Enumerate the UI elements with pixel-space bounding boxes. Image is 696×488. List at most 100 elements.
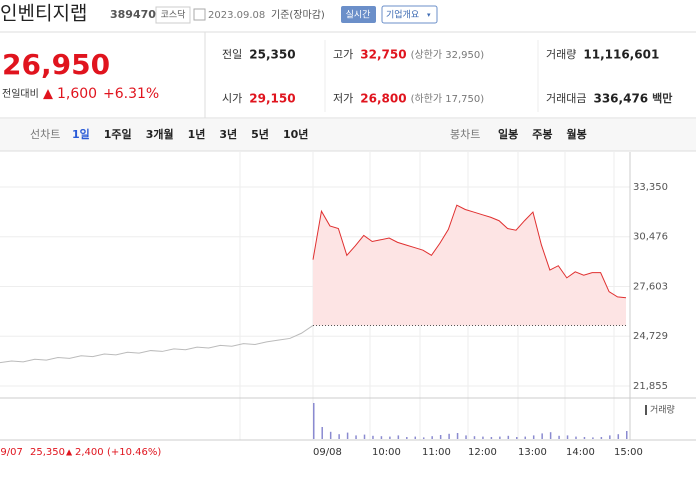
period-tab[interactable]: 1일 bbox=[72, 127, 90, 141]
y-tick-label: 27,603 bbox=[633, 281, 668, 292]
today-line bbox=[312, 204, 627, 299]
up-icon: ▲ bbox=[66, 448, 73, 457]
overview-button[interactable] bbox=[381, 5, 438, 24]
today-area bbox=[313, 205, 626, 326]
volume-bar bbox=[431, 436, 433, 439]
volume-bar bbox=[592, 437, 594, 439]
volume-bar bbox=[363, 434, 366, 439]
prev-day-line bbox=[0, 325, 314, 364]
candle-tab[interactable]: 월봉 bbox=[567, 127, 587, 141]
volume-bar bbox=[617, 434, 620, 439]
market: 코스닥 bbox=[161, 10, 186, 21]
volume-bar bbox=[482, 436, 484, 439]
period-tab[interactable]: 3개월 bbox=[146, 127, 174, 141]
stat-value: 26,800 bbox=[360, 92, 406, 106]
stat-value: 32,750 bbox=[360, 48, 406, 62]
realtime-badge[interactable] bbox=[341, 6, 376, 23]
overview[interactable]: 기업개요 bbox=[386, 10, 419, 21]
volume-bar bbox=[329, 431, 332, 439]
volume-bar bbox=[321, 427, 323, 439]
stat-label: 거래량 bbox=[546, 48, 576, 61]
y-tick-label: 21,855 bbox=[633, 381, 668, 392]
tab-label: 선차트 bbox=[30, 128, 60, 141]
footer-close: 25,350 bbox=[30, 447, 65, 458]
current-price: 26,950 bbox=[2, 48, 110, 81]
stat-label: 시가 bbox=[222, 92, 242, 105]
candle-tab[interactable]: 주봉 bbox=[532, 128, 552, 141]
x-tick-label: 15:00 bbox=[614, 447, 643, 458]
y-tick-label: 24,729 bbox=[633, 331, 668, 342]
up-icon: ▲ bbox=[43, 87, 53, 102]
period-tab[interactable]: 1주일 bbox=[104, 127, 132, 141]
stat-label: 고가 bbox=[333, 48, 353, 61]
footer-change: 2,400 bbox=[75, 447, 104, 458]
tab-bar bbox=[0, 119, 696, 151]
volume-bar bbox=[397, 435, 400, 439]
volume-bar bbox=[558, 435, 560, 439]
period-tab[interactable]: 5년 bbox=[251, 127, 269, 141]
period-tab[interactable]: 3년 bbox=[219, 127, 237, 141]
stat-value: 25,350 bbox=[249, 48, 295, 62]
stat-label: 저가 bbox=[333, 92, 353, 105]
period-tab[interactable]: 1년 bbox=[188, 127, 206, 141]
x-tick-label: 09/08 bbox=[313, 447, 342, 458]
stock-code: 389470 bbox=[110, 8, 156, 21]
change-label: 전일대비 bbox=[2, 88, 39, 100]
volume-bar bbox=[313, 403, 315, 439]
dropdown-icon: ▾ bbox=[427, 11, 431, 19]
y-tick-label: 30,476 bbox=[633, 232, 668, 243]
footer-rate: (+10.46%) bbox=[107, 447, 161, 458]
volume-bar bbox=[346, 432, 349, 439]
footer-date: 09/07 bbox=[0, 447, 23, 458]
x-tick-label: 10:00 bbox=[372, 447, 401, 458]
volume-bar bbox=[575, 436, 577, 439]
volume-bar bbox=[355, 435, 357, 439]
market-badge bbox=[155, 6, 191, 24]
volume-bar bbox=[372, 435, 374, 439]
volume-bar bbox=[609, 435, 611, 439]
volume-bar bbox=[532, 435, 535, 439]
y-tick-label: 33,350 bbox=[633, 182, 668, 193]
stat-value: 336,476 bbox=[593, 92, 648, 106]
volume-bar bbox=[549, 432, 552, 439]
x-tick-label: 12:00 bbox=[468, 447, 497, 458]
x-tick-label: 11:00 bbox=[422, 447, 451, 458]
volume-label: 거래량 bbox=[650, 404, 675, 416]
volume-bar bbox=[448, 433, 450, 439]
volume-bar bbox=[626, 431, 628, 439]
stat-value: 11,116,601 bbox=[583, 48, 659, 62]
stat-label: 전일 bbox=[222, 47, 242, 61]
volume-bar bbox=[414, 436, 417, 439]
volume-bar bbox=[456, 433, 459, 439]
stat-note: (하한가 17,750) bbox=[411, 92, 485, 105]
volume-bar bbox=[422, 437, 425, 439]
volume-bar bbox=[583, 437, 586, 439]
volume-bar bbox=[566, 435, 569, 439]
rate: +6.31% bbox=[103, 86, 159, 102]
volume-bar bbox=[499, 436, 501, 439]
stat-unit: 백만 bbox=[652, 91, 672, 105]
volume-bar bbox=[338, 434, 340, 439]
stock-name: 인벤티지랩 bbox=[0, 3, 87, 25]
volume-bar bbox=[524, 436, 526, 439]
realtime[interactable]: 실시간 bbox=[346, 10, 371, 21]
change: 1,600 bbox=[57, 86, 97, 102]
volume-bar bbox=[389, 436, 391, 439]
volume-bar bbox=[406, 437, 408, 439]
stat-note: (상한가 32,950) bbox=[411, 49, 485, 61]
volume-bar bbox=[473, 436, 476, 439]
period-tab[interactable]: 10년 bbox=[283, 127, 308, 141]
date: 2023.09.08 bbox=[208, 10, 265, 21]
calendar-icon bbox=[193, 8, 206, 21]
x-tick-label: 14:00 bbox=[566, 447, 595, 458]
stat-value: 29,150 bbox=[249, 92, 295, 106]
volume-icon bbox=[645, 405, 647, 415]
volume-bar bbox=[600, 437, 603, 439]
candle-tab[interactable]: 일봉 bbox=[498, 127, 518, 141]
tab-label: 봉차트 bbox=[450, 128, 480, 141]
volume-bar bbox=[439, 435, 442, 439]
x-tick-label: 13:00 bbox=[518, 447, 547, 458]
volume-bar bbox=[465, 435, 467, 439]
